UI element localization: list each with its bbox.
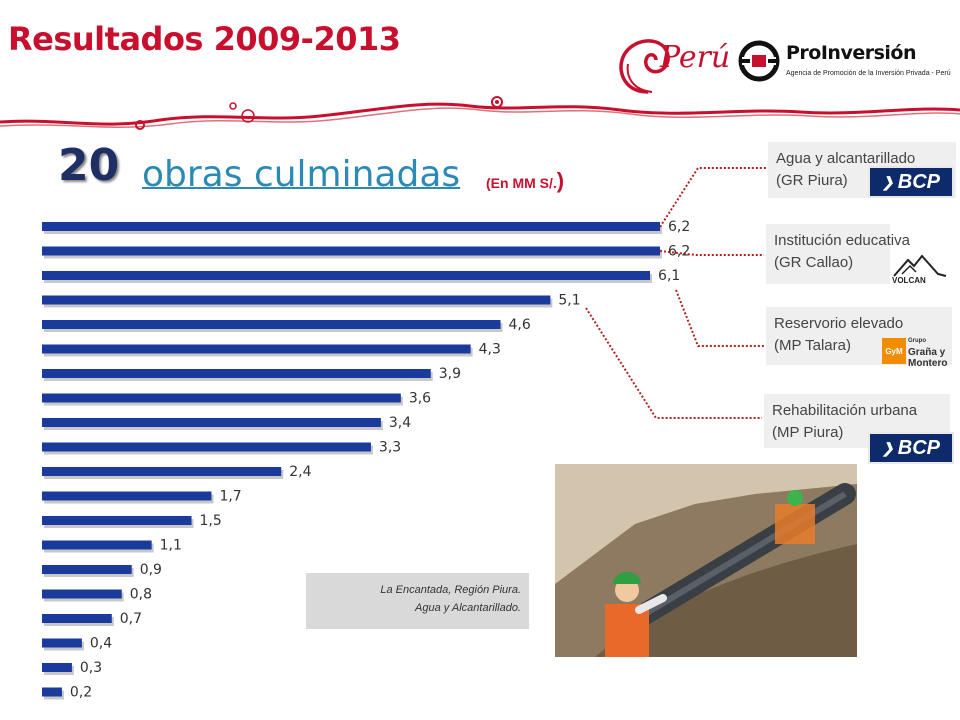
bar	[42, 540, 152, 550]
bar	[42, 491, 212, 501]
bar-value-label: 0,4	[90, 636, 112, 652]
bar-value-label: 0,8	[130, 587, 152, 603]
bar	[42, 320, 501, 329]
callout-title: Reservorio elevado	[774, 315, 904, 332]
bar-value-label: 2,4	[289, 464, 311, 480]
bar	[42, 344, 471, 354]
callout-title: Institución educativa	[774, 232, 910, 249]
callout-title: Agua y alcantarillado	[776, 150, 916, 167]
bar	[42, 614, 112, 623]
volcan-logo-icon	[893, 254, 947, 277]
bar-value-label: 3,4	[389, 415, 411, 431]
works-label: obras culminadas	[142, 154, 461, 195]
unit-label-text: (En MM S/.	[486, 175, 557, 191]
connector-reservorio	[675, 289, 764, 347]
bar	[42, 295, 551, 305]
proinversion-logo-icon	[738, 40, 780, 82]
callout-region: (MP Talara)	[774, 337, 851, 354]
bcp-logo: ❯ BCP	[868, 432, 954, 464]
bar-value-label: 6,2	[668, 219, 690, 235]
bar-value-label: 3,9	[439, 366, 461, 382]
grana-montero-logo-text: Grupo Graña y Montero	[908, 336, 947, 369]
bar-value-label: 0,7	[120, 611, 142, 627]
slide-title: Resultados 2009-2013	[8, 20, 401, 58]
bar	[42, 516, 192, 525]
callout-title: Rehabilitación urbana	[772, 402, 918, 419]
bar	[42, 222, 660, 231]
proinversion-name: ProInversión	[786, 42, 917, 64]
works-count: 20	[58, 140, 120, 191]
connector-rehabilitacion	[585, 307, 762, 419]
unit-label: (En MM S/.)	[486, 168, 564, 194]
bcp-arrow-icon: ❯	[882, 439, 894, 456]
callout-reservorio-elevado: Reservorio elevado (MP Talara)	[766, 307, 952, 365]
proinversion-tagline: Agencia de Promoción de la Inversión Pri…	[786, 70, 951, 77]
bar-value-label: 1,7	[219, 489, 241, 505]
callout-connectors	[585, 167, 766, 419]
caption-line2: Agua y Alcantarillado.	[415, 602, 521, 614]
bar	[42, 271, 651, 280]
bcp-arrow-icon: ❯	[882, 173, 894, 190]
bar	[42, 467, 282, 476]
bar	[42, 565, 132, 574]
bar-value-label: 3,3	[379, 440, 401, 456]
bar-value-label: 0,9	[140, 562, 162, 578]
bar	[42, 418, 381, 427]
bar-value-label: 4,3	[479, 342, 501, 358]
grana-montero-line2: Montero	[908, 358, 948, 369]
photo-caption: La Encantada, Región Piura. Agua y Alcan…	[306, 573, 529, 629]
bcp-logo: ❯ BCP	[868, 166, 954, 198]
grana-montero-line1: Graña y	[908, 347, 946, 358]
bar	[42, 246, 660, 256]
bar	[42, 393, 401, 403]
bcp-text: BCP	[897, 170, 940, 193]
peru-logo-text: Perú	[660, 40, 731, 75]
bar-value-label: 4,6	[509, 317, 531, 333]
peru-logo-icon	[619, 39, 670, 94]
caption-line1: La Encantada, Región Piura.	[380, 584, 521, 596]
bar-value-label: 5,1	[558, 293, 580, 309]
bar-value-label: 1,5	[200, 513, 222, 529]
bar	[42, 663, 72, 672]
volcan-logo-text: VOLCAN	[892, 276, 926, 285]
callout-region: (GR Piura)	[776, 172, 848, 189]
callout-region: (GR Callao)	[774, 254, 854, 271]
header-wave-decoration	[0, 96, 960, 130]
grana-montero-group: Grupo	[908, 338, 926, 344]
grana-montero-logo-icon: GyM	[882, 338, 906, 364]
bar-value-label: 0,2	[70, 685, 92, 701]
bar-value-label: 6,1	[658, 268, 680, 284]
connector-institucion	[659, 250, 764, 256]
construction-photo	[555, 464, 857, 657]
bar-value-label: 0,3	[80, 660, 102, 676]
callout-institucion-educativa: Institución educativa (GR Callao)	[766, 224, 910, 284]
unit-label-close: )	[556, 168, 565, 193]
bcp-text: BCP	[897, 436, 940, 459]
bar	[42, 687, 62, 697]
bar-value-label: 1,1	[160, 538, 182, 554]
bar	[42, 589, 122, 599]
bar	[42, 369, 431, 378]
callout-region: (MP Piura)	[772, 424, 844, 441]
bar	[42, 638, 82, 648]
bar-value-label: 6,2	[668, 244, 690, 260]
bar	[42, 442, 371, 452]
bar-value-label: 3,6	[409, 391, 431, 407]
